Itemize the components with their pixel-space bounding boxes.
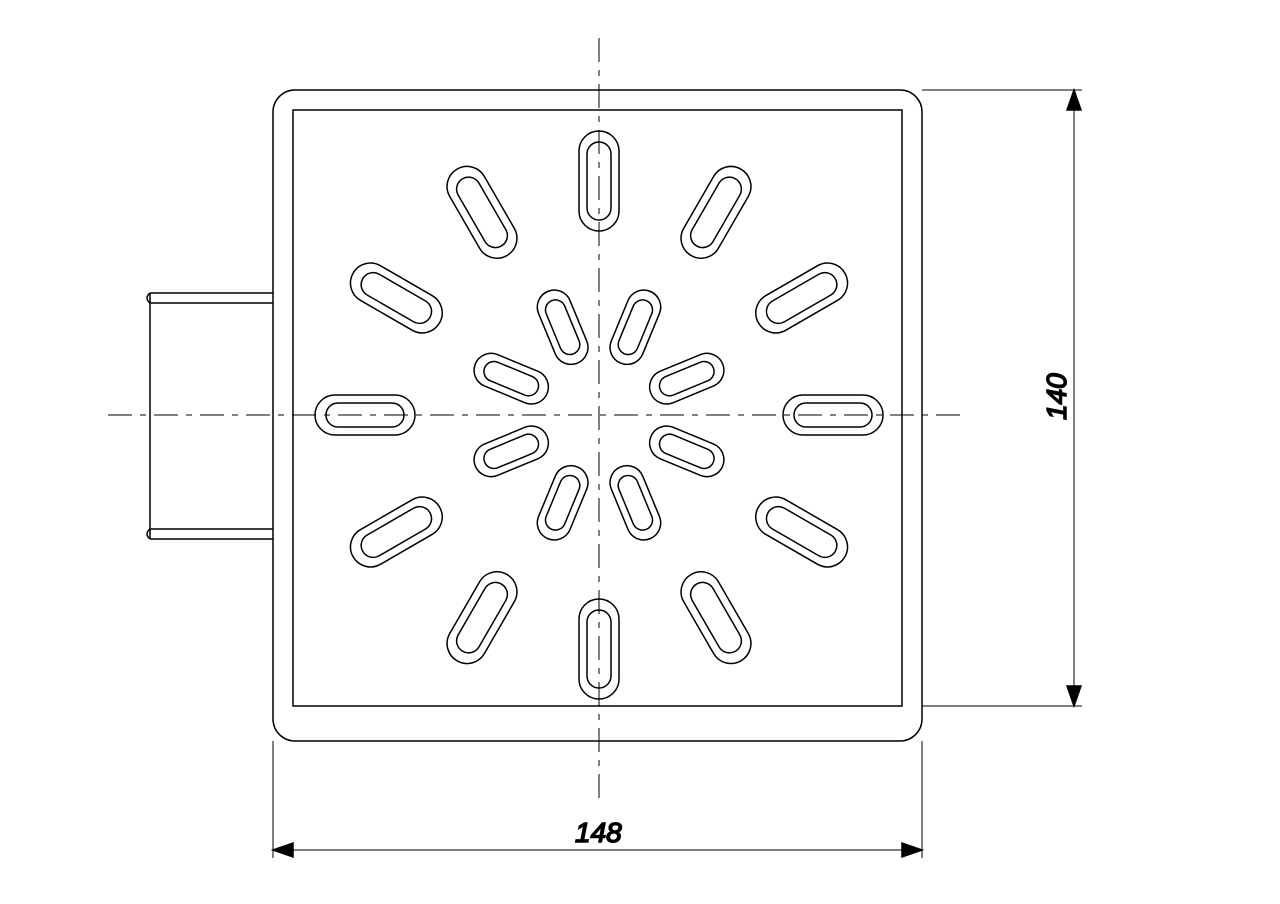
dim-height-label: 140 [1041, 373, 1072, 420]
inner-slot [650, 353, 724, 404]
inner-slot-inset [659, 361, 714, 395]
outer-slot-inset [766, 273, 836, 324]
dim-arrow [1067, 686, 1081, 706]
inner-slot-inset [659, 434, 714, 468]
outer-slot-inset [691, 582, 742, 652]
inner-slot-inset [618, 300, 652, 355]
inner-slot [474, 353, 548, 404]
dim-width-label: 148 [575, 817, 622, 848]
inner-slot [537, 290, 588, 364]
inner-slot [610, 466, 661, 540]
inner-slot [537, 466, 588, 540]
outer-slot-inset [361, 273, 431, 324]
outer-slot [756, 497, 848, 567]
outer-slot-inset [457, 582, 508, 652]
outer-slot-inset [691, 177, 742, 247]
inner-slot-inset [545, 475, 579, 530]
inner-slot-inset [484, 361, 539, 395]
inner-slot [474, 426, 548, 477]
inner-slot-inset [618, 475, 652, 530]
inner-bevel [293, 110, 902, 706]
outer-slot-inset [457, 177, 508, 247]
technical-drawing: 148 140 [0, 0, 1280, 904]
outer-slot [350, 497, 442, 567]
outer-slot [350, 263, 442, 333]
outer-slot-inset [766, 507, 836, 558]
outer-slot [447, 166, 517, 258]
outer-slot [681, 572, 751, 664]
outer-slot [756, 263, 848, 333]
dim-arrow [273, 843, 293, 857]
outer-slot-inset [361, 507, 431, 558]
inner-slot-inset [545, 300, 579, 355]
dim-arrow [902, 843, 922, 857]
inner-slot [650, 426, 724, 477]
dim-arrow [1067, 90, 1081, 110]
inner-slot-inset [484, 434, 539, 468]
outer-slot [447, 572, 517, 664]
outer-slot [681, 166, 751, 258]
inner-slot [610, 290, 661, 364]
